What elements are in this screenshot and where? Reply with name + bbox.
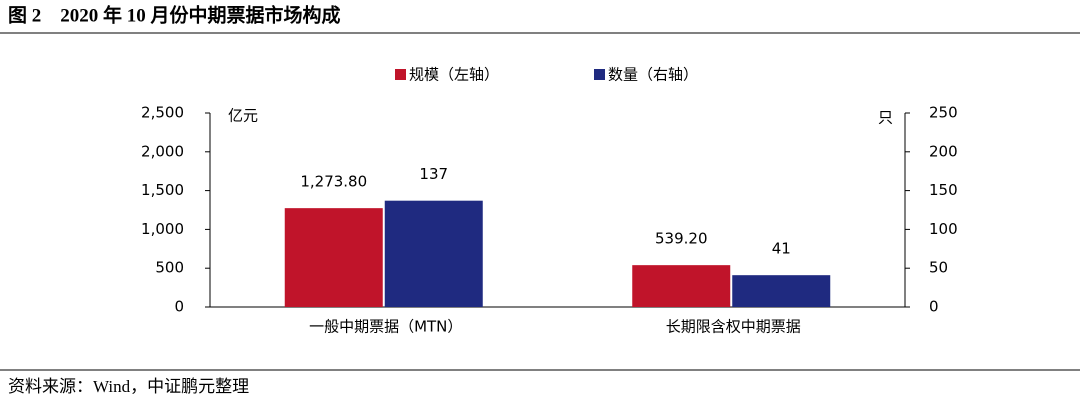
legend-label: 数量（右轴） — [608, 66, 698, 84]
legend-swatch — [395, 69, 406, 80]
bar — [284, 208, 383, 307]
bar — [384, 200, 483, 307]
value-label: 41 — [772, 240, 791, 258]
x-tick-label: 长期限含权中期票据 — [666, 318, 801, 336]
y2-tick-label: 50 — [929, 259, 948, 277]
y2-unit: 只 — [878, 109, 893, 127]
y-tick-label: 2,000 — [141, 142, 184, 160]
legend-label: 规模（左轴） — [409, 66, 499, 84]
y-tick-label: 1,000 — [141, 220, 184, 238]
chart-title: 图 2 2020 年 10 月份中期票据市场构成 — [8, 3, 341, 26]
y-tick-label: 1,500 — [141, 181, 184, 199]
y-tick-label: 2,500 — [141, 104, 184, 122]
value-label: 1,273.80 — [300, 173, 367, 191]
legend-swatch — [594, 69, 605, 80]
x-tick-label: 一般中期票据（MTN） — [309, 318, 462, 336]
value-label: 137 — [419, 165, 448, 183]
y-tick-label: 500 — [155, 259, 184, 277]
y-unit: 亿元 — [228, 107, 258, 125]
bar — [632, 265, 731, 307]
y2-tick-label: 200 — [929, 142, 958, 160]
y2-tick-label: 0 — [929, 298, 939, 316]
value-label: 539.20 — [655, 230, 708, 248]
y2-tick-label: 150 — [929, 181, 958, 199]
y2-tick-label: 250 — [929, 104, 958, 122]
y-tick-label: 0 — [174, 298, 184, 316]
source: 资料来源：Wind，中证鹏元整理 — [8, 377, 249, 396]
bar — [732, 275, 831, 307]
y2-tick-label: 100 — [929, 220, 958, 238]
